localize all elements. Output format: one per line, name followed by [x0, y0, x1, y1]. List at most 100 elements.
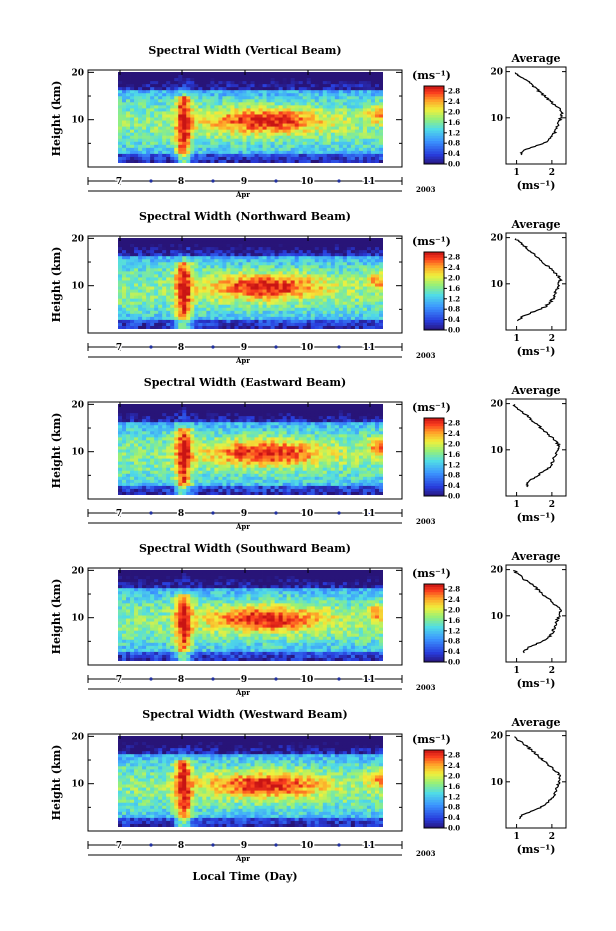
heatmap-cell	[330, 129, 336, 134]
heatmap-cell	[166, 72, 171, 76]
heatmap-cell	[366, 428, 372, 432]
heatmap-cell	[262, 256, 267, 260]
heatmap-cell	[118, 304, 123, 309]
heatmap-cell	[310, 422, 316, 426]
colorbar-swatch	[424, 293, 444, 297]
heatmap-cell	[346, 111, 352, 115]
heatmap-cell	[282, 274, 288, 278]
heatmap-cell	[346, 114, 352, 118]
heatmap-cell	[142, 238, 147, 242]
heatmap-cell	[338, 295, 344, 300]
heatmap-cell	[266, 250, 271, 254]
heatmap-cell	[174, 153, 179, 158]
heatmap-cell	[194, 428, 199, 432]
heatmap-cell	[202, 280, 207, 284]
heatmap-cell	[230, 431, 235, 435]
heatmap-cell	[170, 265, 175, 269]
heatmap-cell	[182, 434, 187, 438]
heatmap-cell	[162, 156, 167, 161]
heatmap-cell	[238, 129, 243, 134]
heatmap-cell	[154, 114, 159, 118]
heatmap-cell	[222, 419, 227, 423]
heatmap-cell	[306, 428, 312, 432]
heatmap-cell	[330, 289, 336, 293]
heatmap-cell	[138, 286, 143, 290]
heatmap-cell	[226, 404, 231, 408]
heatmap-cell	[286, 289, 292, 293]
heatmap-cell	[314, 298, 320, 303]
heatmap-cell	[354, 247, 360, 251]
heatmap-cell	[298, 132, 304, 137]
heatmap-cell	[178, 247, 183, 251]
heatmap-cell	[246, 108, 251, 112]
heatmap-cell	[230, 298, 235, 303]
heatmap-cell	[214, 141, 219, 146]
heatmap-cell	[122, 262, 127, 266]
heatmap-cell	[198, 75, 203, 79]
heatmap-cell	[378, 419, 383, 423]
heatmap-cell	[290, 105, 296, 109]
heatmap-cell	[350, 304, 356, 309]
heatmap-cell	[162, 307, 167, 312]
heatmap-cell	[138, 117, 143, 121]
heatmap-cell	[226, 310, 231, 315]
heatmap-cell	[350, 150, 356, 155]
heatmap-cell	[262, 298, 267, 303]
heatmap-cell	[210, 271, 215, 275]
heatmap-cell	[286, 425, 292, 429]
heatmap-cell	[130, 87, 135, 91]
heatmap-cell	[326, 413, 332, 417]
heatmap-cell	[218, 410, 223, 414]
heatmap-cell	[302, 108, 308, 112]
heatmap-cell	[218, 434, 223, 438]
heatmap-cell	[262, 120, 267, 124]
heatmap-cell	[210, 310, 215, 315]
heatmap-cell	[362, 111, 368, 115]
heatmap-cell	[266, 120, 271, 124]
heatmap-cell	[250, 307, 255, 312]
heatmap-cell	[378, 310, 383, 315]
heatmap-cell	[190, 259, 195, 263]
heatmap-cell	[354, 280, 360, 284]
heatmap-cell	[378, 410, 383, 414]
heatmap-cell	[362, 428, 368, 432]
heatmap-cell	[134, 404, 139, 408]
heatmap-cell	[178, 268, 183, 272]
heatmap-cell	[358, 159, 364, 163]
heatmap-cell	[266, 141, 271, 146]
heatmap-cell	[234, 410, 239, 414]
heatmap-cell	[202, 425, 207, 429]
heatmap-cell	[122, 147, 127, 152]
heatmap-cell	[154, 108, 159, 112]
heatmap-cell	[302, 129, 308, 134]
heatmap-cell	[306, 407, 312, 411]
heatmap-cell	[366, 292, 372, 297]
heatmap-cell	[378, 277, 383, 281]
heatmap-cell	[214, 404, 219, 408]
heatmap-cell	[198, 413, 203, 417]
heatmap-cell	[190, 138, 195, 143]
heatmap-cell	[278, 72, 284, 76]
heatmap-cell	[206, 81, 211, 85]
heatmap-cell	[250, 123, 255, 127]
heatmap-cell	[234, 247, 239, 251]
average-profile-line	[514, 72, 564, 156]
heatmap-cell	[166, 404, 171, 408]
heatmap-cell	[302, 105, 308, 109]
heatmap-cell	[206, 437, 211, 441]
heatmap-cell	[154, 135, 159, 140]
year-label: 2003	[416, 185, 436, 194]
heatmap-cell	[346, 253, 352, 257]
heatmap-cell	[350, 241, 356, 245]
heatmap-cell	[278, 437, 284, 441]
heatmap-cell	[138, 75, 143, 79]
heatmap-cell	[362, 144, 368, 149]
heatmap-cell	[174, 141, 179, 146]
heatmap-cell	[274, 256, 280, 260]
heatmap-cell	[274, 84, 280, 88]
heatmap-cell	[314, 262, 320, 266]
heatmap-cell	[334, 322, 340, 327]
heatmap-cell	[122, 277, 127, 281]
colorbar-swatch	[424, 285, 444, 289]
heatmap-cell	[354, 99, 360, 103]
